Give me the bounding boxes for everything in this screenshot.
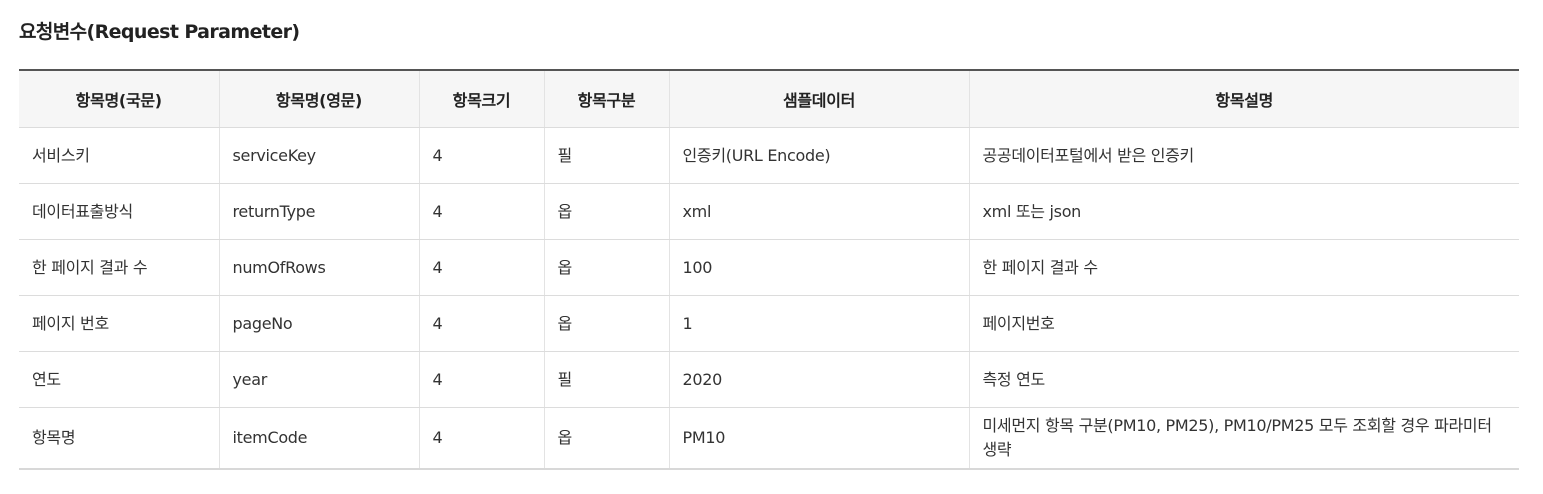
cell-size: 4 — [418, 295, 544, 352]
cell-type: 옵 — [543, 183, 669, 240]
section-title: 요청변수(Request Parameter) — [19, 21, 300, 43]
table-row: 한 페이지 결과 수 numOfRows 4 옵 100 한 페이지 결과 수 — [19, 239, 1519, 296]
cell-size: 4 — [418, 127, 544, 184]
cell-size: 4 — [418, 183, 544, 240]
request-parameter-table: 항목명(국문) 항목명(영문) 항목크기 항목구분 샘플데이터 항목설명 서비스… — [19, 69, 1519, 470]
cell-name-english: pageNo — [218, 295, 419, 352]
table-row: 연도 year 4 필 2020 측정 연도 — [19, 351, 1519, 408]
cell-description: 페이지번호 — [968, 295, 1519, 352]
cell-description: 공공데이터포털에서 받은 인증키 — [968, 127, 1519, 184]
cell-sample-data: 100 — [668, 239, 969, 296]
cell-name-korean: 한 페이지 결과 수 — [19, 239, 219, 296]
cell-type: 옵 — [543, 295, 669, 352]
cell-name-korean: 연도 — [19, 351, 219, 408]
cell-name-korean: 페이지 번호 — [19, 295, 219, 352]
cell-name-english: numOfRows — [218, 239, 419, 296]
cell-size: 4 — [418, 351, 544, 408]
table-row: 항목명 itemCode 4 옵 PM10 미세먼지 항목 구분(PM10, P… — [19, 407, 1519, 470]
cell-description: 측정 연도 — [968, 351, 1519, 408]
cell-type: 필 — [543, 127, 669, 184]
table-header-row: 항목명(국문) 항목명(영문) 항목크기 항목구분 샘플데이터 항목설명 — [19, 70, 1519, 128]
header-sample-data: 샘플데이터 — [668, 70, 969, 128]
cell-description: xml 또는 json — [968, 183, 1519, 240]
table-row: 페이지 번호 pageNo 4 옵 1 페이지번호 — [19, 295, 1519, 352]
cell-sample-data: 2020 — [668, 351, 969, 408]
cell-name-english: itemCode — [218, 407, 419, 470]
cell-name-korean: 항목명 — [19, 407, 219, 470]
cell-type: 옵 — [543, 239, 669, 296]
cell-description: 한 페이지 결과 수 — [968, 239, 1519, 296]
cell-sample-data: 1 — [668, 295, 969, 352]
header-name-korean: 항목명(국문) — [19, 70, 219, 128]
table-row: 서비스키 serviceKey 4 필 인증키(URL Encode) 공공데이… — [19, 127, 1519, 184]
cell-type: 옵 — [543, 407, 669, 470]
header-name-english: 항목명(영문) — [218, 70, 419, 128]
cell-name-korean: 데이터표출방식 — [19, 183, 219, 240]
cell-name-english: serviceKey — [218, 127, 419, 184]
cell-name-english: year — [218, 351, 419, 408]
cell-size: 4 — [418, 407, 544, 470]
cell-name-english: returnType — [218, 183, 419, 240]
cell-name-korean: 서비스키 — [19, 127, 219, 184]
header-size: 항목크기 — [418, 70, 544, 128]
cell-size: 4 — [418, 239, 544, 296]
header-description: 항목설명 — [968, 70, 1519, 128]
cell-sample-data: PM10 — [668, 407, 969, 470]
cell-sample-data: 인증키(URL Encode) — [668, 127, 969, 184]
cell-sample-data: xml — [668, 183, 969, 240]
header-type: 항목구분 — [543, 70, 669, 128]
table-row: 데이터표출방식 returnType 4 옵 xml xml 또는 json — [19, 183, 1519, 240]
cell-description: 미세먼지 항목 구분(PM10, PM25), PM10/PM25 모두 조회할… — [968, 407, 1519, 470]
cell-type: 필 — [543, 351, 669, 408]
